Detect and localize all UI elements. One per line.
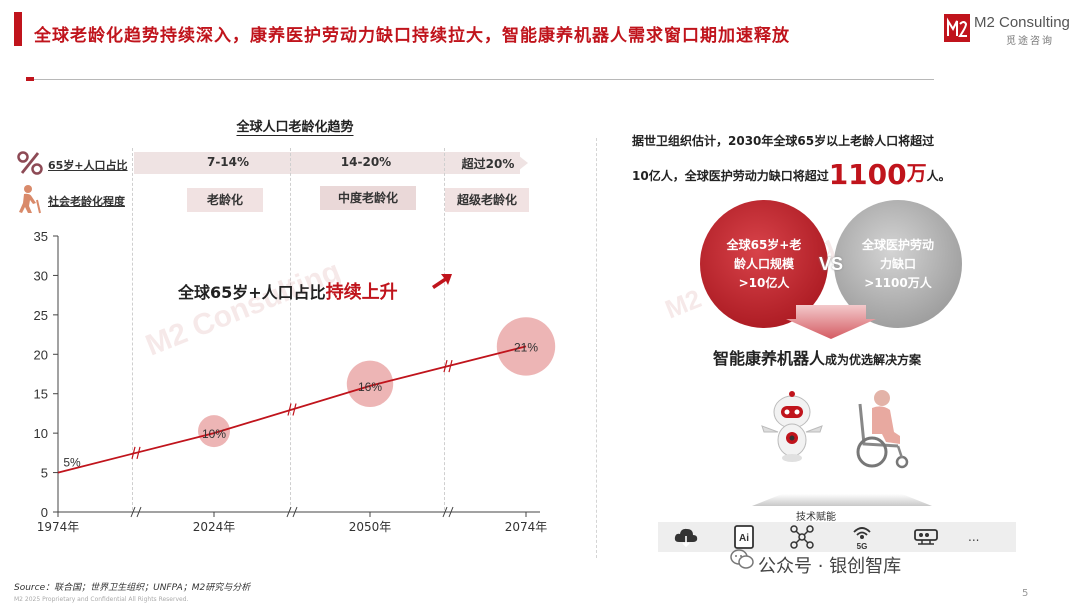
data-label: 21% [514, 340, 538, 354]
chart-labels: 5% 10% 16% 21% [63, 340, 538, 469]
x-axis-break [442, 506, 454, 518]
logo-name: M2 Consulting [974, 14, 1070, 31]
x-tick-label: 1974年 [37, 520, 80, 534]
labor-gap-line-3: >1100万人 [864, 276, 932, 290]
m2-logo-icon [944, 14, 970, 42]
ratio-band [134, 152, 520, 174]
title-accent-bar [14, 12, 22, 46]
x-axis-break [130, 506, 142, 518]
labor-gap-line-2: 力缺口 [879, 257, 916, 271]
x-tick-label: 2050年 [349, 520, 392, 534]
value-bubble [198, 415, 230, 448]
x-tick-label: 2074年 [505, 520, 548, 534]
more-tech-ellipsis: ... [968, 530, 980, 544]
stage-box-3: 超级老龄化 [445, 188, 529, 212]
page-number: 5 [1022, 588, 1029, 599]
series-line [57, 345, 527, 474]
estimate-line-2: 10亿人，全球医护劳动力缺口将超过1100万人。 [632, 157, 1032, 192]
chip-device-icon [914, 529, 938, 545]
down-arrow-icon [786, 305, 876, 339]
elderly-population-circle: 全球65岁+老 龄人口规模 >10亿人 [700, 200, 828, 328]
headline-highlight: 持续上升 [325, 282, 398, 303]
data-label: 16% [358, 380, 382, 394]
chart-headline: 全球65岁+人口占比持续上升 [178, 278, 398, 304]
platform-gradient [752, 494, 932, 506]
company-logo: M2 Consulting 觅途咨询 [944, 12, 1070, 48]
y-tick-label: 20 [34, 347, 48, 362]
cloud-icon [674, 528, 698, 548]
wechat-icon [730, 549, 754, 569]
headline-prefix: 全球65岁+人口占比 [178, 283, 326, 302]
stage-box-2: 中度老龄化 [320, 186, 416, 210]
period-guide-3 [444, 148, 445, 510]
estimate-line-2-prefix: 10亿人，全球医护劳动力缺口将超过 [632, 169, 829, 183]
percent-icon [17, 151, 43, 175]
elderly-person-icon [19, 185, 41, 214]
tech-label: 技术赋能 [796, 512, 836, 523]
header-divider-accent [26, 77, 34, 81]
elderly-population-line-1: 全球65岁+老 [726, 238, 802, 252]
section-divider [596, 138, 597, 558]
line-break-marker [287, 403, 297, 416]
headline-arrow-icon [432, 274, 452, 289]
solution-text: 智能康养机器人成为优选解决方案 [713, 345, 921, 369]
aging-trend-chart: 0 5 10 15 20 25 30 35 1974年 2024年 2050年 2074年 5% 10%… [34, 229, 556, 534]
estimate-paragraph: 据世卫组织估计，2030年全球65岁以上老龄人口将超过 10亿人，全球医护劳动力… [632, 125, 1032, 192]
logo-cn-name: 觅途咨询 [1006, 36, 1054, 47]
chart-axes: 0 5 10 15 20 25 30 35 1974年 2024年 2050年 2074年 [34, 229, 548, 534]
page-title: 全球老龄化趋势持续深入，康养医护劳动力缺口持续拉大，智能康养机器人需求窗口期加速… [34, 26, 790, 46]
period-guide-2 [290, 148, 291, 510]
x-axis-break [286, 506, 298, 518]
y-tick-label: 5 [41, 466, 48, 481]
data-label: 10% [202, 427, 226, 441]
tech-icon-bar: Ai 5G ... [658, 522, 1016, 552]
ratio-band-arrow [514, 152, 528, 174]
vs-label: VS [818, 254, 843, 274]
y-tick-label: 0 [41, 505, 48, 520]
estimate-big-unit: 万 [906, 161, 927, 185]
stage-row-label: 社会老龄化程度 [48, 195, 125, 208]
source-note: Source：联合国；世界卫生组织；UNFPA；M2研究与分析 [14, 583, 251, 593]
copyright-note: M2 2025 Proprietary and Confidential All… [14, 596, 189, 603]
robot-icon [761, 391, 823, 462]
value-bubble [346, 360, 394, 408]
svg-text:5G: 5G [857, 542, 868, 550]
solution-suffix: 成为优选解决方案 [825, 353, 922, 367]
estimate-suffix: 人。 [926, 169, 951, 183]
line-break-marker [131, 446, 141, 460]
chart-title: 全球人口老龄化趋势 [236, 120, 354, 135]
svg-text:Ai: Ai [739, 533, 749, 544]
wechat-account: 公众号 · 银创智库 [758, 556, 902, 577]
elderly-wheelchair-icon [856, 390, 909, 469]
x-tick-label: 2024年 [193, 520, 236, 534]
band-label-3: 超过20% [461, 157, 515, 171]
ratio-row-label: 65岁+人口占比 [48, 159, 128, 172]
band-label-2: 14-20% [340, 155, 392, 169]
line-break-marker [443, 359, 453, 373]
estimate-line-1: 据世卫组织估计，2030年全球65岁以上老龄人口将超过 [632, 134, 935, 148]
ai-icon: Ai [734, 525, 754, 549]
stage-box-1: 老龄化 [187, 188, 263, 212]
band-label-1: 7-14% [206, 155, 250, 169]
header-divider [26, 79, 934, 80]
y-tick-label: 10 [34, 426, 48, 441]
estimate-big-number: 1100 [828, 158, 907, 191]
solution-main: 智能康养机器人 [713, 349, 826, 368]
5g-signal-icon: 5G [853, 527, 871, 550]
y-tick-label: 30 [34, 268, 48, 283]
y-tick-label: 25 [34, 308, 48, 323]
labor-gap-line-1: 全球医护劳动 [861, 238, 934, 252]
network-icon [790, 525, 814, 549]
elderly-population-line-2: 龄人口规模 [733, 257, 794, 271]
elderly-population-line-3: >10亿人 [738, 276, 790, 290]
y-tick-label: 15 [34, 387, 48, 402]
y-tick-label: 35 [34, 229, 48, 244]
data-label: 5% [63, 456, 81, 470]
chart-line [57, 345, 527, 474]
period-guide-1 [132, 148, 133, 510]
